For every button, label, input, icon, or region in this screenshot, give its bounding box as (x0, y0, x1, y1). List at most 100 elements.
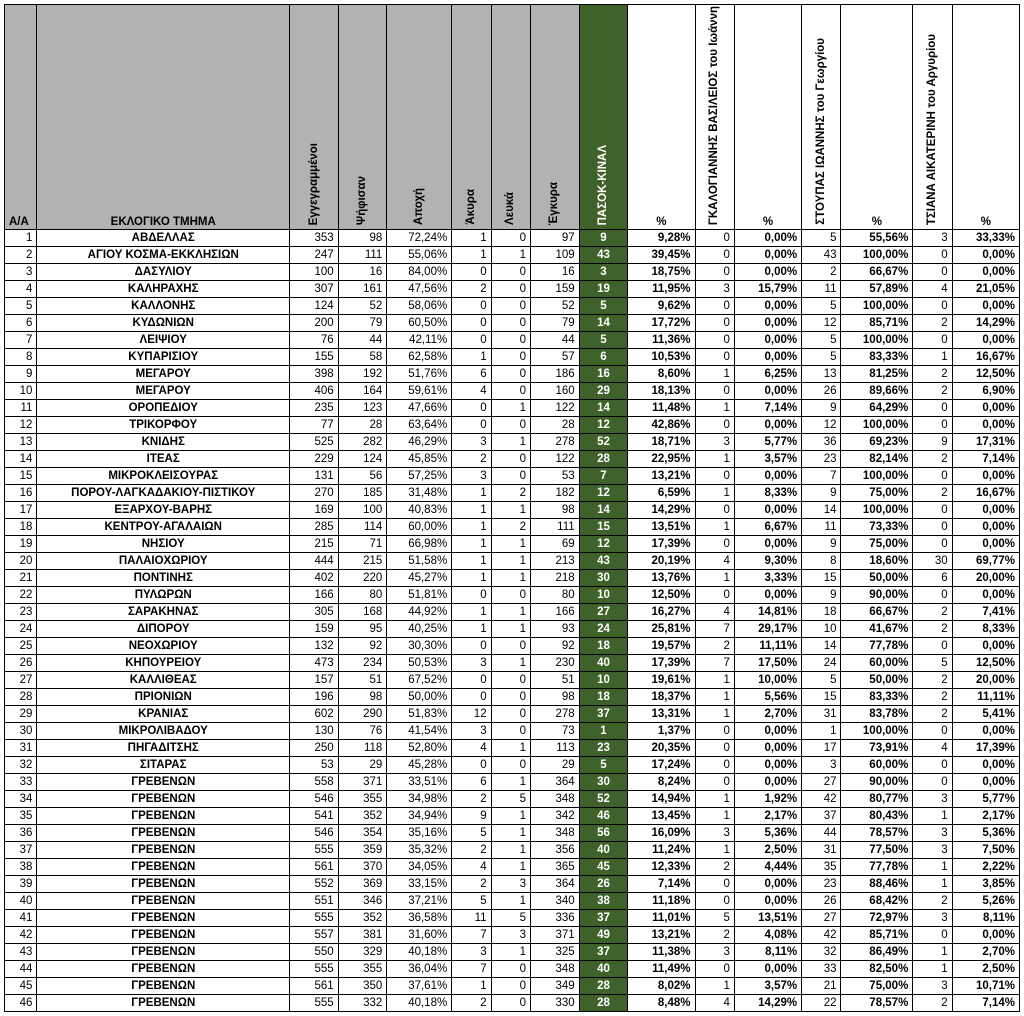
cell-blank: 5 (491, 791, 530, 808)
cell-party-votes: 40 (579, 655, 628, 672)
cell-party-pct: 11,48% (628, 400, 695, 417)
cell-voted: 98 (338, 230, 387, 247)
cell-cand1-votes: 0 (695, 587, 734, 604)
cell-voted: 100 (338, 502, 387, 519)
cell-valid: 122 (530, 451, 579, 468)
cell-cand2-pct: 75,00% (841, 485, 913, 502)
cell-registered: 166 (290, 587, 339, 604)
cell-party-pct: 13,76% (628, 570, 695, 587)
cell-cand3-votes: 0 (913, 587, 952, 604)
cell-registered: 602 (290, 706, 339, 723)
cell-cand3-pct: 12,50% (952, 655, 1019, 672)
cell-blank: 0 (491, 978, 530, 995)
cell-index: 43 (5, 944, 37, 961)
cell-registered: 247 (290, 247, 339, 264)
cell-cand3-votes: 2 (913, 451, 952, 468)
cell-cand1-votes: 0 (695, 230, 734, 247)
cell-registered: 546 (290, 825, 339, 842)
cell-cand1-pct: 0,00% (734, 247, 801, 264)
cell-cand1-votes: 0 (695, 468, 734, 485)
cell-index: 32 (5, 757, 37, 774)
cell-invalid: 2 (452, 791, 491, 808)
cell-party-votes: 43 (579, 553, 628, 570)
cell-party-pct: 18,37% (628, 689, 695, 706)
cell-invalid: 3 (452, 723, 491, 740)
cell-valid: 340 (530, 893, 579, 910)
cell-cand2-votes: 5 (802, 349, 841, 366)
cell-abstain-pct: 51,81% (387, 587, 452, 604)
cell-cand1-pct: 17,50% (734, 655, 801, 672)
cell-abstain-pct: 47,66% (387, 400, 452, 417)
cell-party-votes: 7 (579, 468, 628, 485)
cell-cand3-votes: 0 (913, 502, 952, 519)
cell-party-votes: 12 (579, 536, 628, 553)
cell-index: 30 (5, 723, 37, 740)
cell-cand3-pct: 5,26% (952, 893, 1019, 910)
cell-valid: 278 (530, 434, 579, 451)
cell-party-votes: 12 (579, 417, 628, 434)
cell-index: 22 (5, 587, 37, 604)
table-row: 10ΜΕΓΑΡΟΥ40616459,61%401602918,13%00,00%… (5, 383, 1020, 400)
cell-cand3-votes: 0 (913, 723, 952, 740)
cell-index: 36 (5, 825, 37, 842)
cell-precinct-name: ΚΗΠΟΥΡΕΙΟΥ (37, 655, 290, 672)
cell-cand2-pct: 83,78% (841, 706, 913, 723)
cell-precinct-name: ΚΝΙΔΗΣ (37, 434, 290, 451)
cell-precinct-name: ΓΡΕΒΕΝΩΝ (37, 961, 290, 978)
cell-invalid: 0 (452, 332, 491, 349)
cell-valid: 342 (530, 808, 579, 825)
cell-invalid: 0 (452, 638, 491, 655)
cell-index: 13 (5, 434, 37, 451)
cell-registered: 169 (290, 502, 339, 519)
cell-invalid: 4 (452, 383, 491, 400)
cell-index: 39 (5, 876, 37, 893)
cell-abstain-pct: 84,00% (387, 264, 452, 281)
cell-cand1-pct: 0,00% (734, 264, 801, 281)
table-row: 33ΓΡΕΒΕΝΩΝ55837133,51%61364308,24%00,00%… (5, 774, 1020, 791)
cell-abstain-pct: 33,15% (387, 876, 452, 893)
cell-cand2-pct: 77,78% (841, 638, 913, 655)
cell-cand3-pct: 69,77% (952, 553, 1019, 570)
cell-cand3-pct: 5,36% (952, 825, 1019, 842)
table-row: 19ΝΗΣΙΟΥ2157166,98%11691217,39%00,00%975… (5, 536, 1020, 553)
cell-voted: 92 (338, 638, 387, 655)
cell-cand1-votes: 2 (695, 859, 734, 876)
cell-cand2-pct: 81,25% (841, 366, 913, 383)
cell-cand2-votes: 9 (802, 587, 841, 604)
cell-index: 23 (5, 604, 37, 621)
cell-voted: 56 (338, 468, 387, 485)
cell-abstain-pct: 45,27% (387, 570, 452, 587)
cell-voted: 44 (338, 332, 387, 349)
cell-cand1-votes: 1 (695, 451, 734, 468)
cell-cand3-votes: 0 (913, 519, 952, 536)
table-row: 34ΓΡΕΒΕΝΩΝ54635534,98%253485214,94%11,92… (5, 791, 1020, 808)
cell-cand1-pct: 0,00% (734, 876, 801, 893)
cell-abstain-pct: 31,60% (387, 927, 452, 944)
cell-cand2-votes: 22 (802, 995, 841, 1012)
cell-registered: 124 (290, 298, 339, 315)
cell-valid: 122 (530, 400, 579, 417)
cell-abstain-pct: 40,18% (387, 944, 452, 961)
cell-valid: 364 (530, 876, 579, 893)
cell-cand1-pct: 7,14% (734, 400, 801, 417)
cell-registered: 555 (290, 910, 339, 927)
cell-precinct-name: ΓΡΕΒΕΝΩΝ (37, 842, 290, 859)
cell-invalid: 0 (452, 315, 491, 332)
cell-valid: 278 (530, 706, 579, 723)
cell-index: 38 (5, 859, 37, 876)
cell-party-pct: 17,24% (628, 757, 695, 774)
cell-precinct-name: ΣΙΤΑΡΑΣ (37, 757, 290, 774)
cell-voted: 350 (338, 978, 387, 995)
cell-cand2-votes: 24 (802, 655, 841, 672)
cell-abstain-pct: 45,85% (387, 451, 452, 468)
cell-registered: 551 (290, 893, 339, 910)
cell-invalid: 2 (452, 842, 491, 859)
hdr-blank: Λευκά (491, 5, 530, 230)
cell-cand1-votes: 0 (695, 417, 734, 434)
cell-precinct-name: ΚΑΛΛΙΘΕΑΣ (37, 672, 290, 689)
cell-voted: 354 (338, 825, 387, 842)
cell-cand2-pct: 72,97% (841, 910, 913, 927)
cell-cand2-pct: 75,00% (841, 536, 913, 553)
cell-cand3-pct: 2,70% (952, 944, 1019, 961)
cell-abstain-pct: 57,25% (387, 468, 452, 485)
